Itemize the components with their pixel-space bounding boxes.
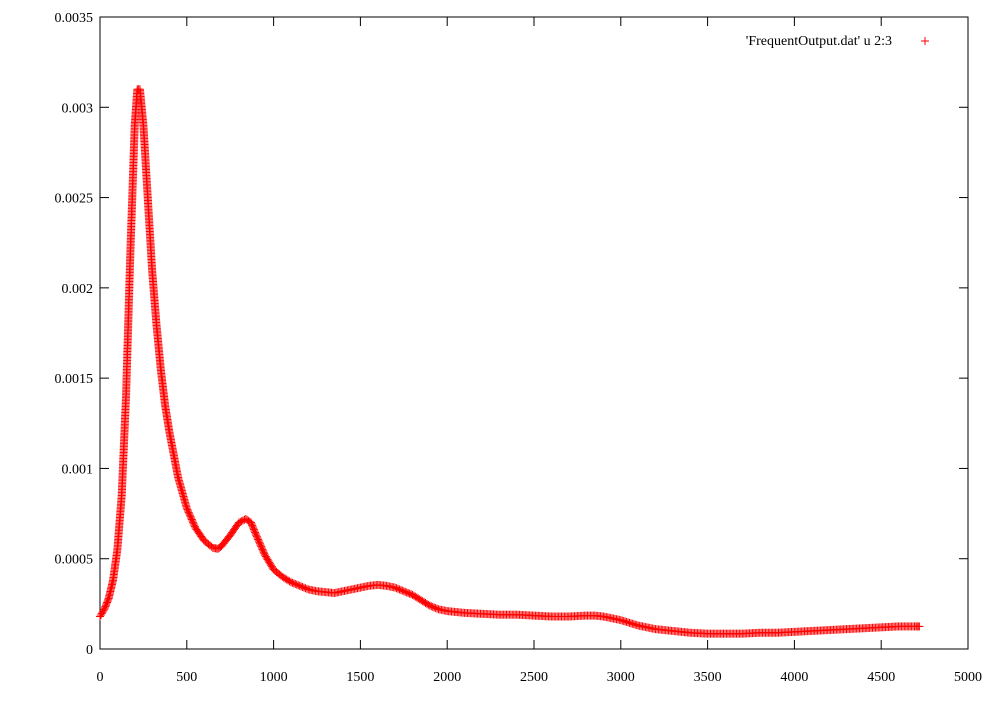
x-tick-label: 3500: [694, 670, 722, 685]
axis-ticks: 0 500 1000 1500 2000 2500 3000 3500 4000 4500 5000…: [55, 11, 983, 685]
y-tick-label: 0.003: [62, 101, 94, 116]
y-tick-label: 0.001: [62, 462, 94, 477]
y-tick-label: 0.0025: [55, 192, 94, 207]
y-tick-label: 0.0035: [55, 11, 94, 26]
y-tick-label: 0.002: [62, 282, 94, 297]
x-tick-label: 2000: [433, 670, 461, 685]
y-tick-label: 0.0005: [55, 553, 94, 568]
x-tick-label: 1500: [346, 670, 374, 685]
x-tick-label: 5000: [954, 670, 982, 685]
x-tick-label: 4500: [867, 670, 895, 685]
x-tick-label: 4000: [780, 670, 808, 685]
data-series: [96, 85, 924, 638]
x-tick-label: 1000: [260, 670, 288, 685]
legend-label: 'FrequentOutput.dat' u 2:3: [746, 34, 892, 49]
y-tick-label: 0.0015: [55, 372, 94, 387]
x-tick-label: 0: [97, 670, 104, 685]
data-point: [915, 622, 924, 631]
plot-frame: [99, 16, 969, 650]
x-tick-label: 2500: [520, 670, 548, 685]
legend: 'FrequentOutput.dat' u 2:3: [746, 34, 929, 49]
y-tick-label: 0: [86, 643, 93, 658]
legend-marker-glyph: [921, 37, 929, 45]
x-tick-label: 3000: [607, 670, 635, 685]
legend-marker: [921, 37, 929, 45]
x-tick-label: 500: [176, 670, 197, 685]
